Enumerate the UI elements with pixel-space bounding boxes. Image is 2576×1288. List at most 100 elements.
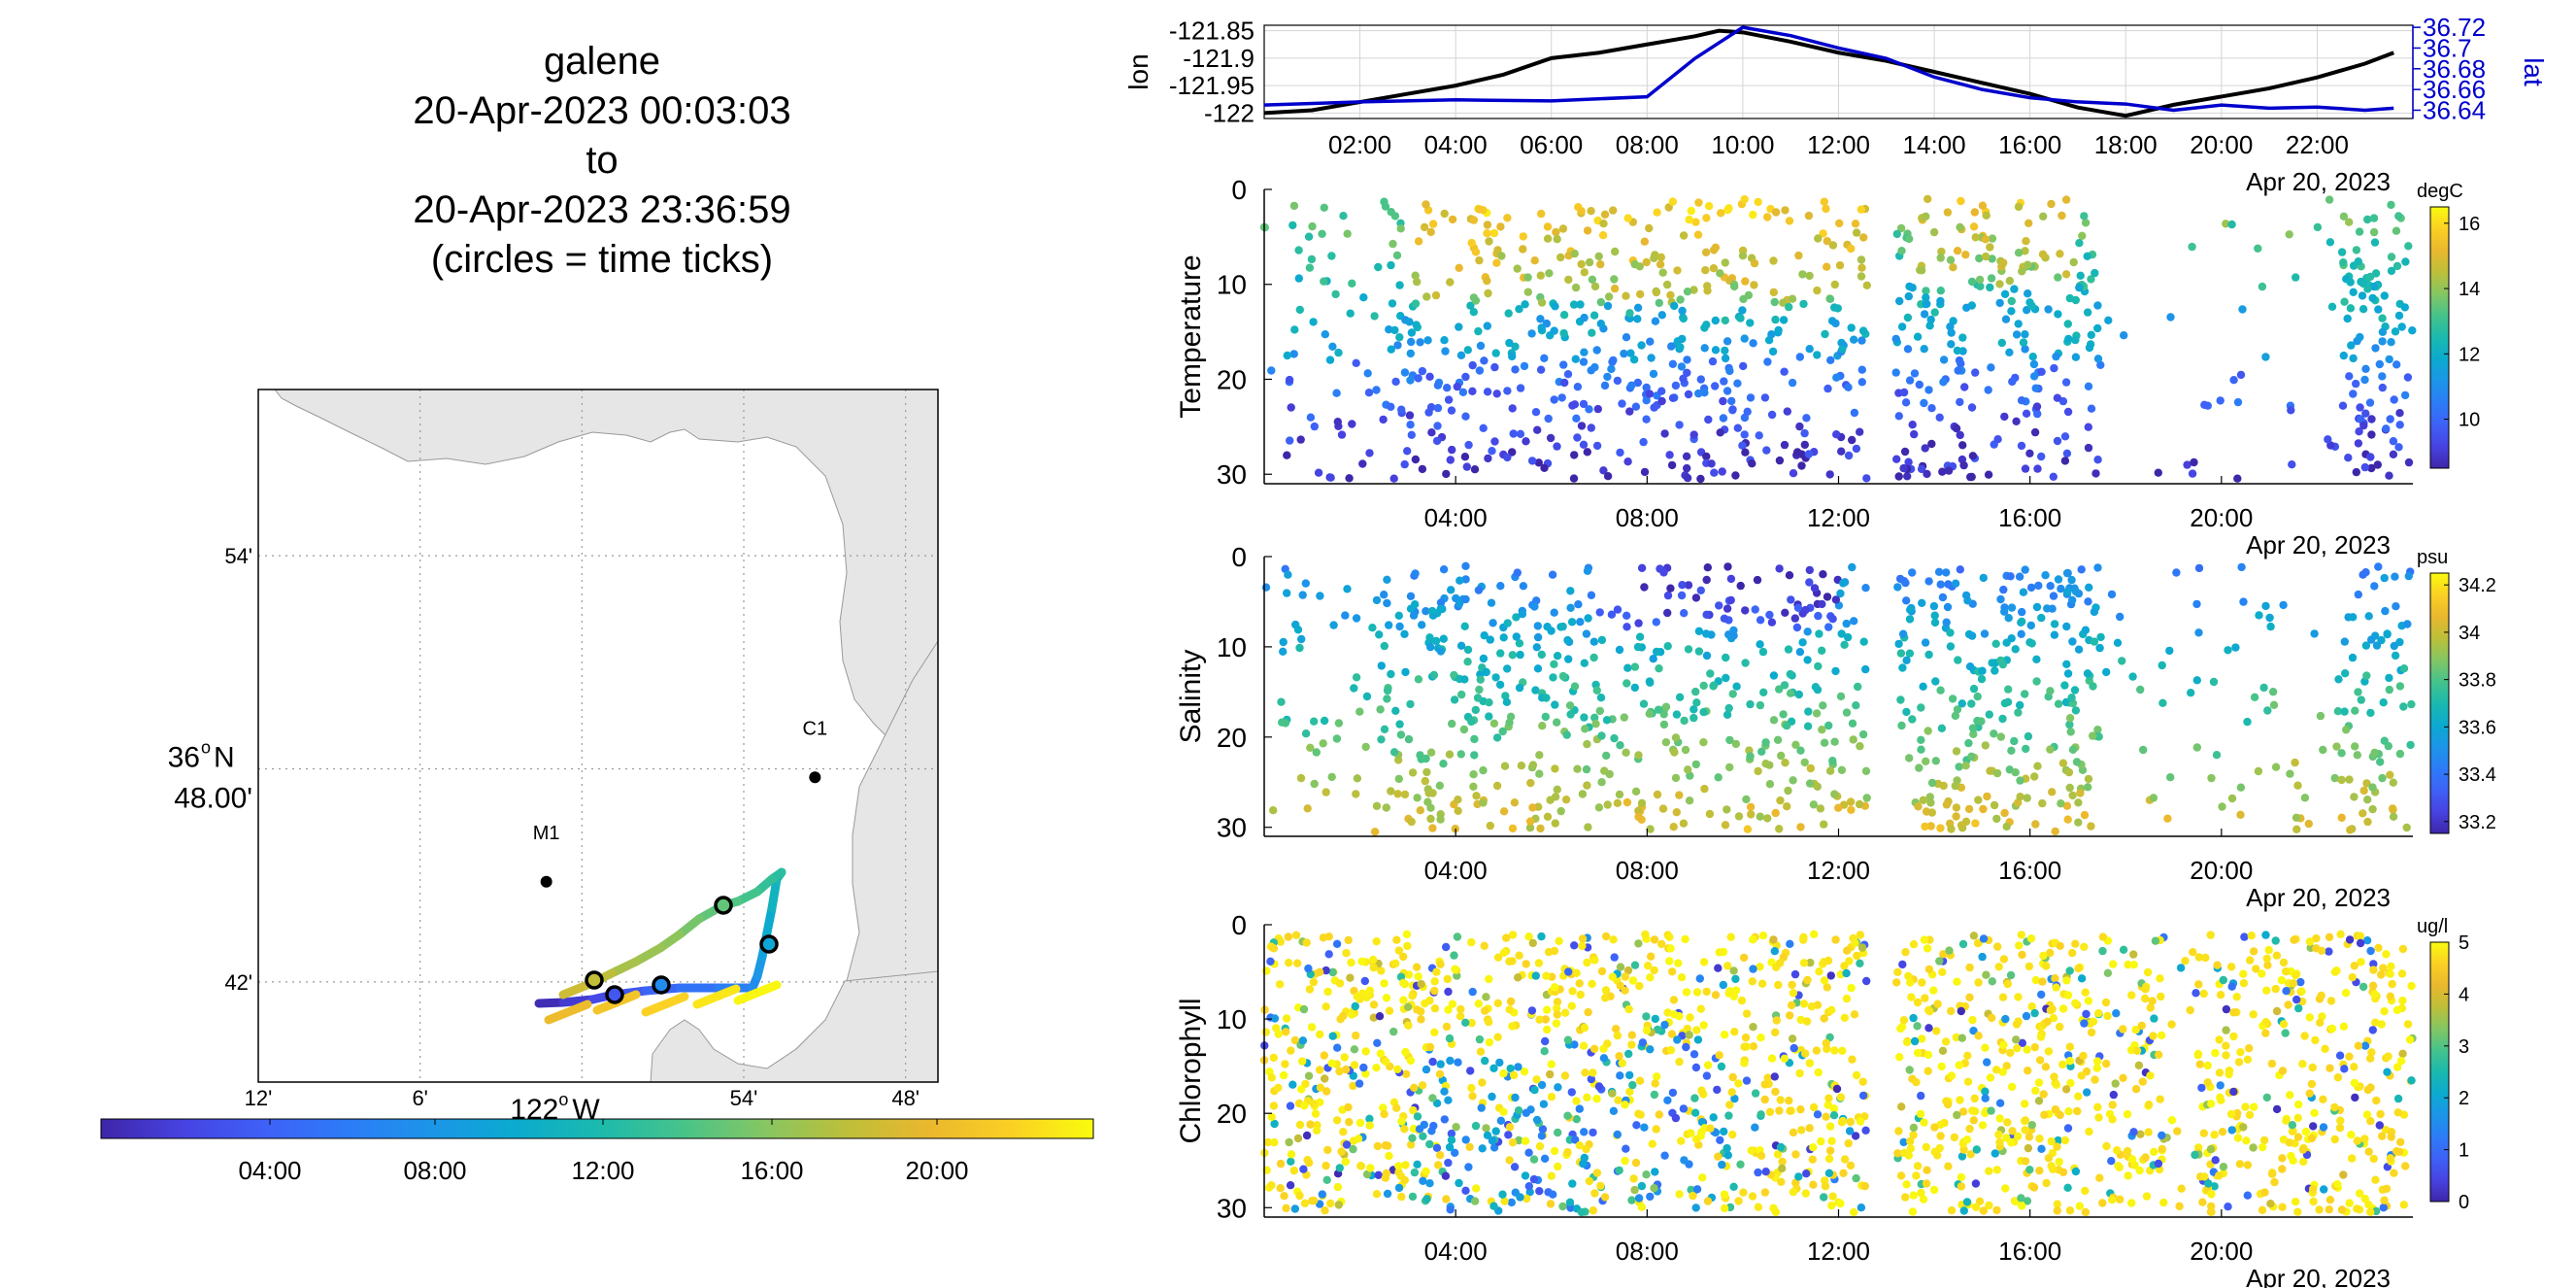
- track-segment: [631, 943, 665, 966]
- scatter-point: [2359, 982, 2368, 992]
- scatter-point: [1263, 1137, 1273, 1147]
- scatter-point: [2372, 641, 2382, 650]
- scatter-point: [1496, 582, 1505, 591]
- scatter-point: [2279, 958, 2289, 967]
- scatter-point: [1855, 799, 1864, 809]
- scatter-point: [1285, 1137, 1293, 1147]
- scatter-point: [1793, 603, 1803, 612]
- scatter-point: [1423, 336, 1432, 345]
- scatter-point: [2271, 763, 2281, 771]
- scatter-point: [1644, 962, 1653, 970]
- scatter-point: [1623, 458, 1632, 466]
- scatter-point: [1836, 1199, 1845, 1208]
- scatter-point: [2394, 212, 2403, 220]
- scatter-point: [1618, 1059, 1627, 1068]
- scatter-point: [1904, 458, 1913, 466]
- position-x-tick-label: 22:00: [2286, 130, 2349, 159]
- scatter-point: [2037, 613, 2046, 623]
- scatter-point: [1627, 1196, 1636, 1204]
- scatter-point: [1663, 608, 1672, 618]
- scatter-point: [1678, 306, 1687, 316]
- scatter-point: [2297, 987, 2306, 996]
- scatter-point: [1578, 941, 1587, 951]
- scatter-point: [2345, 372, 2354, 381]
- scatter-point: [1316, 1030, 1324, 1039]
- scatter-point: [1383, 695, 1391, 703]
- scatter-point: [1924, 1050, 1933, 1060]
- scatter-point: [1543, 234, 1553, 243]
- scatter-point: [1675, 421, 1684, 429]
- title-to: to: [585, 139, 619, 182]
- scatter-point: [1579, 1159, 1588, 1169]
- scatter-point: [1593, 404, 1603, 414]
- scatter-point: [1720, 377, 1728, 386]
- scatter-point: [1685, 215, 1693, 224]
- scatter-point: [1767, 1054, 1777, 1063]
- time-colorbar: [100, 1118, 1094, 1139]
- scatter-point: [1592, 686, 1602, 695]
- scatter-point: [2236, 1048, 2245, 1057]
- scatter-point: [2057, 799, 2065, 808]
- scatter-point: [1718, 1160, 1726, 1169]
- scatter-point: [1302, 1131, 1312, 1140]
- lat-axis-label: lat: [2519, 57, 2549, 86]
- scatter-point: [1483, 276, 1491, 286]
- scatter-point: [2255, 611, 2263, 620]
- scatter-point: [1836, 1093, 1846, 1102]
- scatter-point: [1913, 1048, 1923, 1058]
- scatter-point: [1930, 308, 1939, 317]
- scatter-point: [1862, 976, 1871, 986]
- scatter-point: [1288, 220, 1297, 230]
- scatter-point: [2071, 335, 2080, 345]
- scatter-point: [1819, 701, 1827, 710]
- x-tick-label: 16:00: [1998, 1237, 2061, 1266]
- scatter-point: [1460, 622, 1469, 630]
- scatter-point: [1428, 220, 1438, 228]
- scatter-point: [2068, 791, 2077, 800]
- scatter-point: [1687, 1129, 1695, 1137]
- scatter-point: [2311, 1035, 2320, 1045]
- lat-tick-label: 48.00': [174, 783, 252, 815]
- scatter-point: [2150, 1147, 2158, 1157]
- scatter-point: [1430, 977, 1439, 986]
- scatter-point: [2227, 982, 2236, 991]
- scatter-point: [1558, 224, 1568, 233]
- scatter-point: [1587, 1074, 1596, 1084]
- scatter-point: [2024, 1067, 2032, 1075]
- scatter-point: [1963, 1077, 1973, 1086]
- scatter-point: [1583, 226, 1592, 235]
- scatter-point: [1383, 1189, 1392, 1199]
- scatter-point: [2022, 237, 2030, 246]
- scatter-point: [1269, 1102, 1279, 1110]
- colorbar: [2429, 206, 2450, 469]
- scatter-point: [1965, 993, 1974, 1001]
- scatter-point: [1842, 708, 1852, 717]
- scatter-point: [1634, 812, 1643, 822]
- scatter-point: [1963, 1051, 1972, 1061]
- scatter-point: [1662, 280, 1672, 289]
- scatter-point: [1655, 298, 1664, 308]
- scatter-point: [1613, 1130, 1623, 1139]
- scatter-point: [1799, 932, 1808, 941]
- scatter-point: [2127, 991, 2136, 1000]
- lon-tick-label: -121.9: [1183, 44, 1255, 73]
- scatter-point: [1284, 932, 1293, 941]
- scatter-point: [1933, 1151, 1942, 1160]
- scatter-point: [2362, 1110, 2372, 1119]
- scatter-point: [2093, 456, 2102, 464]
- scatter-point: [1554, 1162, 1562, 1171]
- scatter-point: [1624, 1049, 1633, 1059]
- scatter-point: [2266, 1200, 2275, 1208]
- scatter-point: [1394, 774, 1404, 784]
- scatter-point: [1798, 638, 1807, 647]
- scatter-point: [1301, 579, 1311, 588]
- scatter-point: [1693, 1035, 1703, 1044]
- scatter-point: [1447, 1135, 1456, 1144]
- scatter-point: [1636, 1110, 1645, 1119]
- scatter-point: [1783, 407, 1792, 416]
- scatter-point: [2308, 1063, 2317, 1072]
- scatter-point: [1763, 357, 1772, 366]
- scatter-point: [1824, 1094, 1833, 1102]
- scatter-point: [2249, 1010, 2258, 1019]
- scatter-point: [1442, 469, 1451, 479]
